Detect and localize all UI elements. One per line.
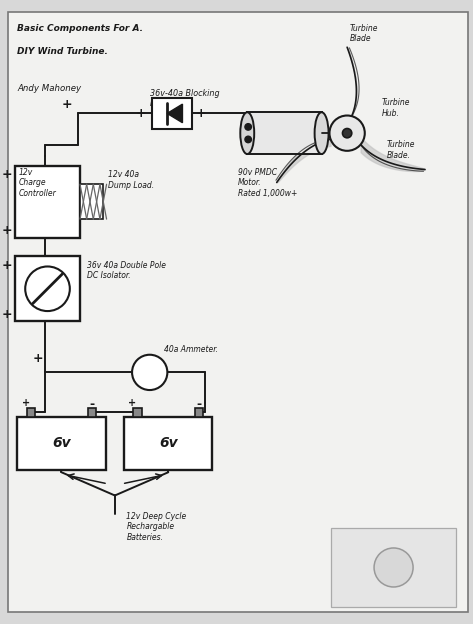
Polygon shape <box>167 104 183 123</box>
Text: +: + <box>136 107 147 120</box>
Circle shape <box>132 354 167 390</box>
Text: 12v
Charge
Controller: 12v Charge Controller <box>19 168 56 198</box>
Circle shape <box>245 136 252 143</box>
Circle shape <box>342 129 352 138</box>
Text: +: + <box>2 259 13 272</box>
Text: 12v Deep Cycle
Rechargable
Batteries.: 12v Deep Cycle Rechargable Batteries. <box>126 512 187 542</box>
Circle shape <box>245 124 252 130</box>
Text: +: + <box>2 308 13 321</box>
Text: +: + <box>22 398 30 408</box>
Text: -: - <box>196 398 201 411</box>
Text: +: + <box>33 352 43 365</box>
Text: 6v: 6v <box>52 436 71 451</box>
Text: Turbine
Blade.: Turbine Blade. <box>386 140 415 160</box>
Bar <box>88 408 96 416</box>
Bar <box>247 112 322 154</box>
Circle shape <box>25 266 70 311</box>
Text: +: + <box>2 224 13 237</box>
Ellipse shape <box>315 112 329 154</box>
Ellipse shape <box>240 112 254 154</box>
Text: 40a Ammeter.: 40a Ammeter. <box>164 344 218 354</box>
Text: Turbine
Hub.: Turbine Hub. <box>382 99 411 118</box>
Bar <box>15 166 80 238</box>
Text: DIY Wind Turbine.: DIY Wind Turbine. <box>18 47 108 56</box>
Bar <box>133 408 142 416</box>
Circle shape <box>330 115 365 151</box>
Bar <box>15 256 80 321</box>
Text: Andy Mahoney: Andy Mahoney <box>18 84 81 94</box>
Text: A: A <box>145 368 154 378</box>
Text: 12v 40a
Dump Load.: 12v 40a Dump Load. <box>108 170 154 190</box>
Text: +: + <box>129 398 137 408</box>
Bar <box>80 184 103 219</box>
Text: Turbine
Blade: Turbine Blade <box>350 24 378 44</box>
Text: 6v: 6v <box>159 436 177 451</box>
Text: +: + <box>61 98 72 111</box>
Circle shape <box>374 548 413 587</box>
Text: 90v PMDC
Motor.
Rated 1,000w+: 90v PMDC Motor. Rated 1,000w+ <box>238 168 298 198</box>
Bar <box>152 99 192 129</box>
Bar <box>195 408 203 416</box>
Text: 36v-40a Blocking
Diode: 36v-40a Blocking Diode <box>150 89 219 109</box>
Bar <box>124 416 212 470</box>
Text: -: - <box>89 398 94 411</box>
Bar <box>26 408 35 416</box>
Text: +: + <box>195 107 206 120</box>
Text: +: + <box>2 168 13 182</box>
Text: 36v 40a Double Pole
DC Isolator.: 36v 40a Double Pole DC Isolator. <box>87 261 166 280</box>
Bar <box>18 416 105 470</box>
Text: Basic Components For A.: Basic Components For A. <box>18 24 143 33</box>
Bar <box>331 528 456 607</box>
